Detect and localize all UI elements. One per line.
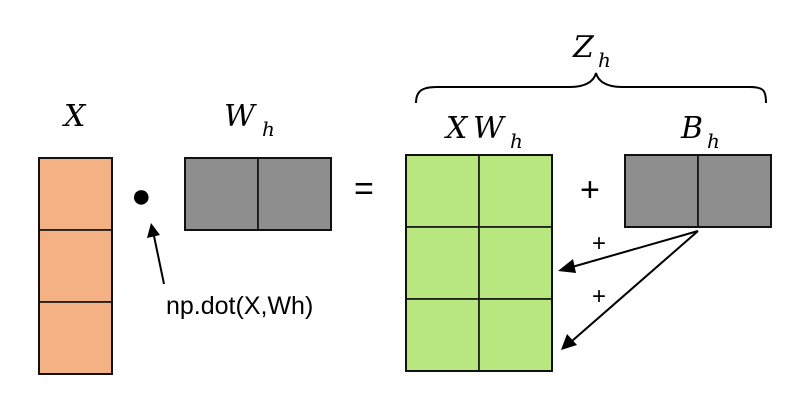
b-matrix-outline [624,154,772,228]
x-matrix-cell-r2-c1 [38,229,113,303]
broadcast-arrow-upper-line [571,230,699,268]
w-label-subscript: h [262,117,275,141]
dot-annotation-arrow-line [153,235,165,285]
xw-matrix-cell-r1-c2 [478,154,553,228]
x-label-text: X [62,99,87,134]
xw-matrix-cell-r3-c2 [478,298,553,372]
w-matrix-outline [184,157,332,231]
xw-label: X W h [444,111,523,153]
np-dot-label: np.dot(X,Wh) [166,292,313,320]
b-matrix-cell-r1-c1 [624,154,699,228]
dot-annotation-arrow-head [147,223,160,238]
w-label-main: W [224,99,257,134]
w-matrix-cell-r1-c1 [184,157,259,231]
xw-matrix-cell-r2-c1 [405,226,480,300]
xw-matrix-cell-r3-c1 [405,298,480,372]
xw-label-main: W [473,111,506,146]
broadcast-arrow-lower-head [561,334,577,350]
dot-operator: ● [131,177,152,215]
z-brace [415,72,767,104]
xw-matrix-outline [405,154,553,372]
z-label: Z h [572,30,611,72]
xw-matrix-cell-r2-c2 [478,226,553,300]
w-matrix-cell-r1-c2 [257,157,332,231]
b-matrix-cell-r1-c2 [697,154,772,228]
b-label-subscript: h [707,129,720,153]
z-label-subscript: h [598,48,611,72]
x-matrix-cell-r3-c1 [38,301,113,375]
b-label: B h [680,111,720,153]
xw-label-prefix: X [444,111,469,146]
broadcast-arrow-upper-head [558,259,576,273]
x-matrix-outline [38,157,113,375]
b-matrix [624,154,772,228]
w-matrix [184,157,332,231]
xw-matrix-cell-r1-c1 [405,154,480,228]
z-label-main: Z [572,30,595,65]
broadcast-plus-lower: + [592,283,606,310]
w-label: W h [224,99,275,141]
broadcast-plus-upper: + [592,230,606,257]
xw-matrix [405,154,553,372]
plus-operator: + [580,171,600,209]
xw-label-subscript: h [510,129,523,153]
b-label-main: B [680,111,703,146]
broadcast-arrow-lower-line [571,230,699,342]
x-matrix [38,157,113,375]
equals-operator: = [354,170,374,208]
x-matrix-cell-r1-c1 [38,157,113,231]
x-label: X [62,99,87,134]
